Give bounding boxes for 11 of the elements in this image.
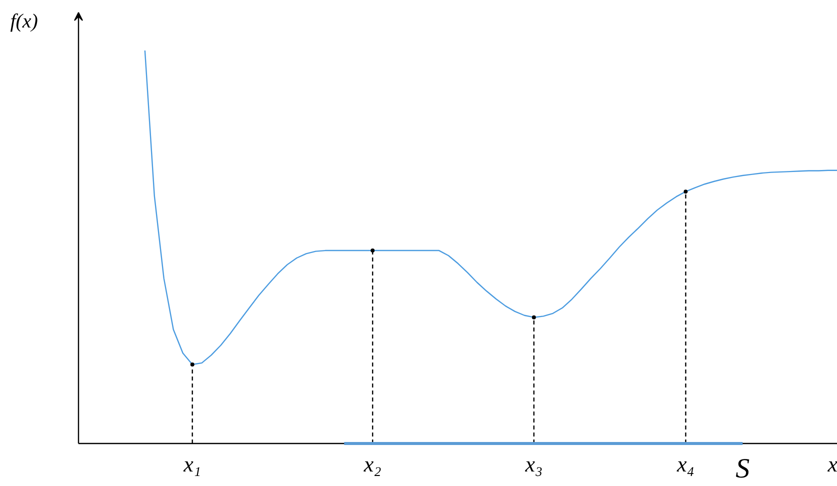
point [684, 190, 688, 194]
x-tick-label: x₁ [182, 451, 202, 476]
point [190, 362, 194, 367]
x-tick-label: x₄ [676, 451, 694, 476]
text: S [736, 453, 750, 484]
y-axis-title: f(x) [10, 10, 38, 32]
x-axis-title: x [826, 451, 837, 476]
x-tick-label: x₂ [362, 451, 382, 476]
point [370, 248, 375, 253]
x-tick-label: x₃ [524, 451, 543, 476]
point [532, 315, 536, 320]
